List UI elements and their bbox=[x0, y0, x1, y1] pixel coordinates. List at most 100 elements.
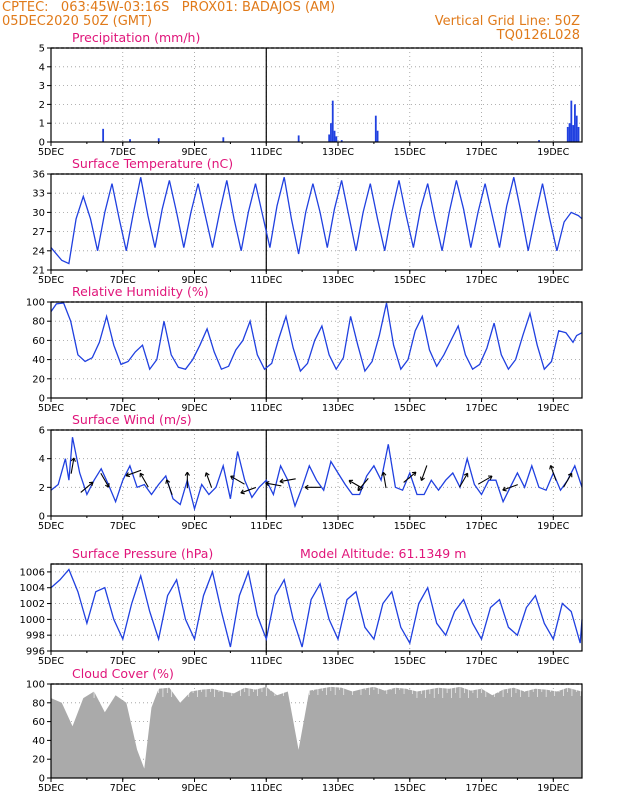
humidity-xtick-label: 7DEC bbox=[110, 403, 136, 414]
temperature-ytick-label: 33 bbox=[32, 189, 45, 200]
temperature-xtick-label: 15DEC bbox=[394, 275, 426, 286]
wind-arrow-head bbox=[88, 481, 94, 487]
precipitation-bar bbox=[577, 126, 580, 142]
wind-arrow-head bbox=[463, 472, 469, 478]
cloud-cover-xtick-label: 7DEC bbox=[110, 783, 136, 794]
temperature-xtick-label: 17DEC bbox=[466, 275, 498, 286]
precipitation-frame bbox=[50, 47, 583, 143]
wind-ytick-label: 0 bbox=[39, 512, 45, 523]
temperature-frame bbox=[50, 173, 583, 271]
precipitation-bar bbox=[157, 138, 160, 142]
pressure-ytick-label: 1006 bbox=[20, 567, 45, 578]
precipitation-bar bbox=[376, 130, 379, 142]
pressure-series-line bbox=[50, 568, 583, 648]
wind-arrow bbox=[265, 482, 282, 487]
wind-arrow bbox=[459, 472, 469, 488]
wind-arrow bbox=[80, 481, 94, 493]
wind-arrow-head bbox=[265, 481, 270, 487]
pressure-ytick-label: 1004 bbox=[20, 583, 45, 594]
pressure-xtick-label: 11DEC bbox=[250, 656, 282, 667]
wind-arrow bbox=[357, 477, 369, 491]
wind-arrow bbox=[550, 465, 557, 481]
precipitation-ytick-label: 2 bbox=[39, 100, 45, 111]
pressure-xtick-label: 5DEC bbox=[38, 656, 64, 667]
cloud-cover-area bbox=[51, 686, 582, 778]
humidity-ytick-label: 0 bbox=[39, 394, 45, 405]
humidity-ytick-label: 40 bbox=[32, 355, 45, 366]
precipitation-ytick-label: 4 bbox=[39, 62, 45, 73]
pressure-xtick-label: 7DEC bbox=[110, 656, 136, 667]
humidity-ytick-label: 80 bbox=[32, 317, 45, 328]
wind-xtick-label: 13DEC bbox=[322, 521, 354, 532]
precipitation-bar bbox=[340, 140, 343, 142]
temperature-ytick-label: 36 bbox=[32, 170, 45, 181]
wind-panel: Surface Wind (m/s) 0 2 4 6 5DEC 7DEC 9DEC 11DEC 1… bbox=[38, 412, 583, 532]
cloud-cover-xtick-label: 17DEC bbox=[466, 783, 498, 794]
precipitation-bar bbox=[568, 123, 571, 142]
precipitation-bar bbox=[297, 135, 300, 142]
temperature-ytick-label: 24 bbox=[32, 246, 45, 257]
cloud-cover-ytick-label: 0 bbox=[39, 774, 45, 785]
precipitation-xtick-label: 19DEC bbox=[537, 147, 569, 158]
humidity-title: Relative Humidity (%) bbox=[72, 284, 209, 299]
wind-arrow-head bbox=[240, 489, 245, 495]
cloud-cover-title: Cloud Cover (%) bbox=[72, 666, 174, 681]
temperature-xtick-label: 7DEC bbox=[110, 275, 136, 286]
pressure-xtick-label: 19DEC bbox=[537, 656, 569, 667]
precipitation-xtick-label: 9DEC bbox=[182, 147, 208, 158]
wind-arrow-head bbox=[184, 471, 190, 476]
humidity-frame bbox=[50, 301, 583, 399]
header-date-line: 05DEC2020 50Z (GMT) bbox=[2, 14, 153, 29]
wind-arrow bbox=[70, 457, 75, 474]
header-station-line: CPTEC: 063:45W-03:16S PROX01: BADAJOS (A… bbox=[2, 0, 336, 15]
wind-series-line bbox=[50, 437, 583, 512]
precipitation-panel: Precipitation (mm/h) 0 1 2 3 4 5 5DEC 7DEC 9DEC 11… bbox=[38, 30, 583, 158]
precipitation-bar bbox=[538, 140, 540, 142]
wind-arrow-head bbox=[105, 483, 110, 488]
wind-arrow-head bbox=[420, 476, 425, 481]
wind-arrow bbox=[477, 475, 493, 485]
precipitation-bar bbox=[335, 136, 338, 142]
wind-title: Surface Wind (m/s) bbox=[72, 412, 192, 427]
humidity-xtick-label: 11DEC bbox=[250, 403, 282, 414]
wind-xtick-label: 11DEC bbox=[250, 521, 282, 532]
wind-arrow bbox=[382, 472, 387, 489]
cloud-cover-ytick-label: 60 bbox=[32, 717, 45, 728]
temperature-panel: Surface Temperature (nC) 21 24 27 30 33 36 5DEC… bbox=[32, 156, 583, 286]
pressure-ytick-label: 996 bbox=[26, 647, 45, 658]
wind-arrow-head bbox=[204, 472, 210, 477]
precipitation-bar bbox=[572, 125, 575, 142]
temperature-ytick-label: 30 bbox=[32, 208, 45, 219]
wind-xtick-label: 7DEC bbox=[110, 521, 136, 532]
wind-arrow bbox=[563, 472, 573, 488]
wind-arrow-head bbox=[348, 479, 354, 485]
precipitation-bar bbox=[574, 104, 576, 142]
wind-ytick-label: 2 bbox=[39, 483, 45, 494]
cloud-cover-ytick-label: 40 bbox=[32, 736, 45, 747]
wind-arrow bbox=[166, 479, 173, 496]
wind-arrow-head bbox=[502, 486, 507, 492]
wind-xtick-label: 19DEC bbox=[537, 521, 569, 532]
pressure-xtick-label: 17DEC bbox=[466, 656, 498, 667]
wind-arrow-head bbox=[549, 465, 555, 470]
precipitation-ytick-label: 5 bbox=[39, 44, 45, 55]
temperature-xtick-label: 19DEC bbox=[537, 275, 569, 286]
humidity-xtick-label: 5DEC bbox=[38, 403, 64, 414]
wind-arrow-head bbox=[411, 471, 417, 477]
wind-xtick-label: 17DEC bbox=[466, 521, 498, 532]
wind-arrow-head bbox=[488, 475, 493, 480]
pressure-xtick-label: 13DEC bbox=[322, 656, 354, 667]
precipitation-bar bbox=[566, 126, 569, 142]
wind-arrow-head bbox=[304, 484, 309, 490]
wind-arrow-head bbox=[567, 472, 573, 478]
precipitation-ytick-label: 3 bbox=[39, 81, 45, 92]
wind-arrow-head bbox=[381, 471, 387, 477]
precipitation-bar bbox=[330, 123, 332, 142]
precipitation-bar bbox=[331, 100, 334, 142]
wind-arrow-head bbox=[279, 478, 284, 484]
wind-arrow bbox=[205, 472, 213, 488]
header-grid-line-info: Vertical Grid Line: 50Z bbox=[434, 14, 580, 29]
humidity-ytick-label: 60 bbox=[32, 336, 45, 347]
precipitation-bar bbox=[129, 139, 131, 142]
temperature-ytick-label: 21 bbox=[32, 266, 45, 277]
